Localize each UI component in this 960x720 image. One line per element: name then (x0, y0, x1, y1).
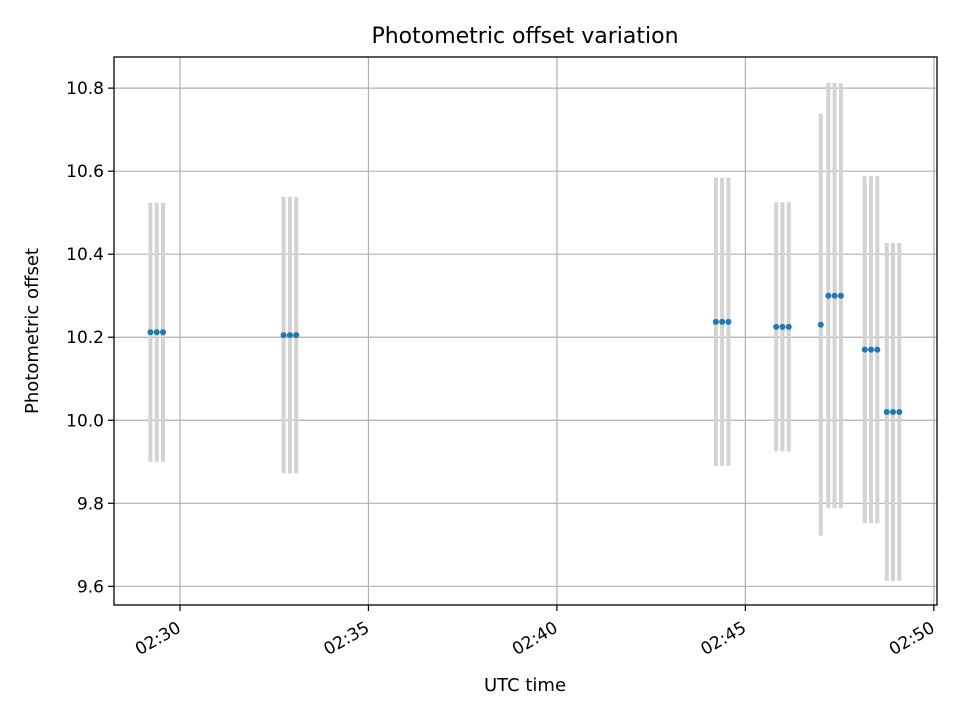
y-tick-label: 10.0 (66, 411, 104, 431)
data-point (837, 292, 844, 299)
data-point (293, 332, 300, 339)
data-point (286, 332, 293, 339)
data-point (147, 329, 154, 336)
data-point (831, 292, 838, 299)
data-point (779, 323, 786, 330)
y-tick-label: 10.4 (66, 245, 104, 265)
data-point (861, 346, 868, 353)
data-point (868, 346, 875, 353)
data-point (712, 318, 719, 325)
data-point (785, 323, 792, 330)
data-point (280, 332, 287, 339)
y-tick-label: 10.2 (66, 328, 104, 348)
y-tick-label: 9.6 (77, 577, 104, 597)
y-tick-label: 9.8 (77, 494, 104, 514)
data-point (874, 346, 881, 353)
chart-title: Photometric offset variation (371, 24, 678, 49)
data-point (825, 292, 832, 299)
data-point (719, 318, 726, 325)
y-axis-label: Photometric offset (22, 248, 43, 414)
plot-area (114, 57, 937, 605)
data-points (147, 292, 903, 415)
grid (114, 57, 937, 605)
data-point (890, 408, 897, 415)
axes-frame (113, 56, 938, 606)
data-point (817, 321, 824, 328)
data-point (153, 329, 160, 336)
data-point (896, 408, 903, 415)
x-axis-label: UTC time (484, 675, 566, 696)
data-point (725, 318, 732, 325)
data-point (160, 329, 167, 336)
y-axis-ticks: 9.6 9.8 10.0 10.2 10.4 10.6 10.8 (66, 79, 114, 597)
data-point (883, 408, 890, 415)
y-tick-label: 10.6 (66, 162, 104, 182)
data-point (773, 323, 780, 330)
y-tick-label: 10.8 (66, 79, 104, 99)
